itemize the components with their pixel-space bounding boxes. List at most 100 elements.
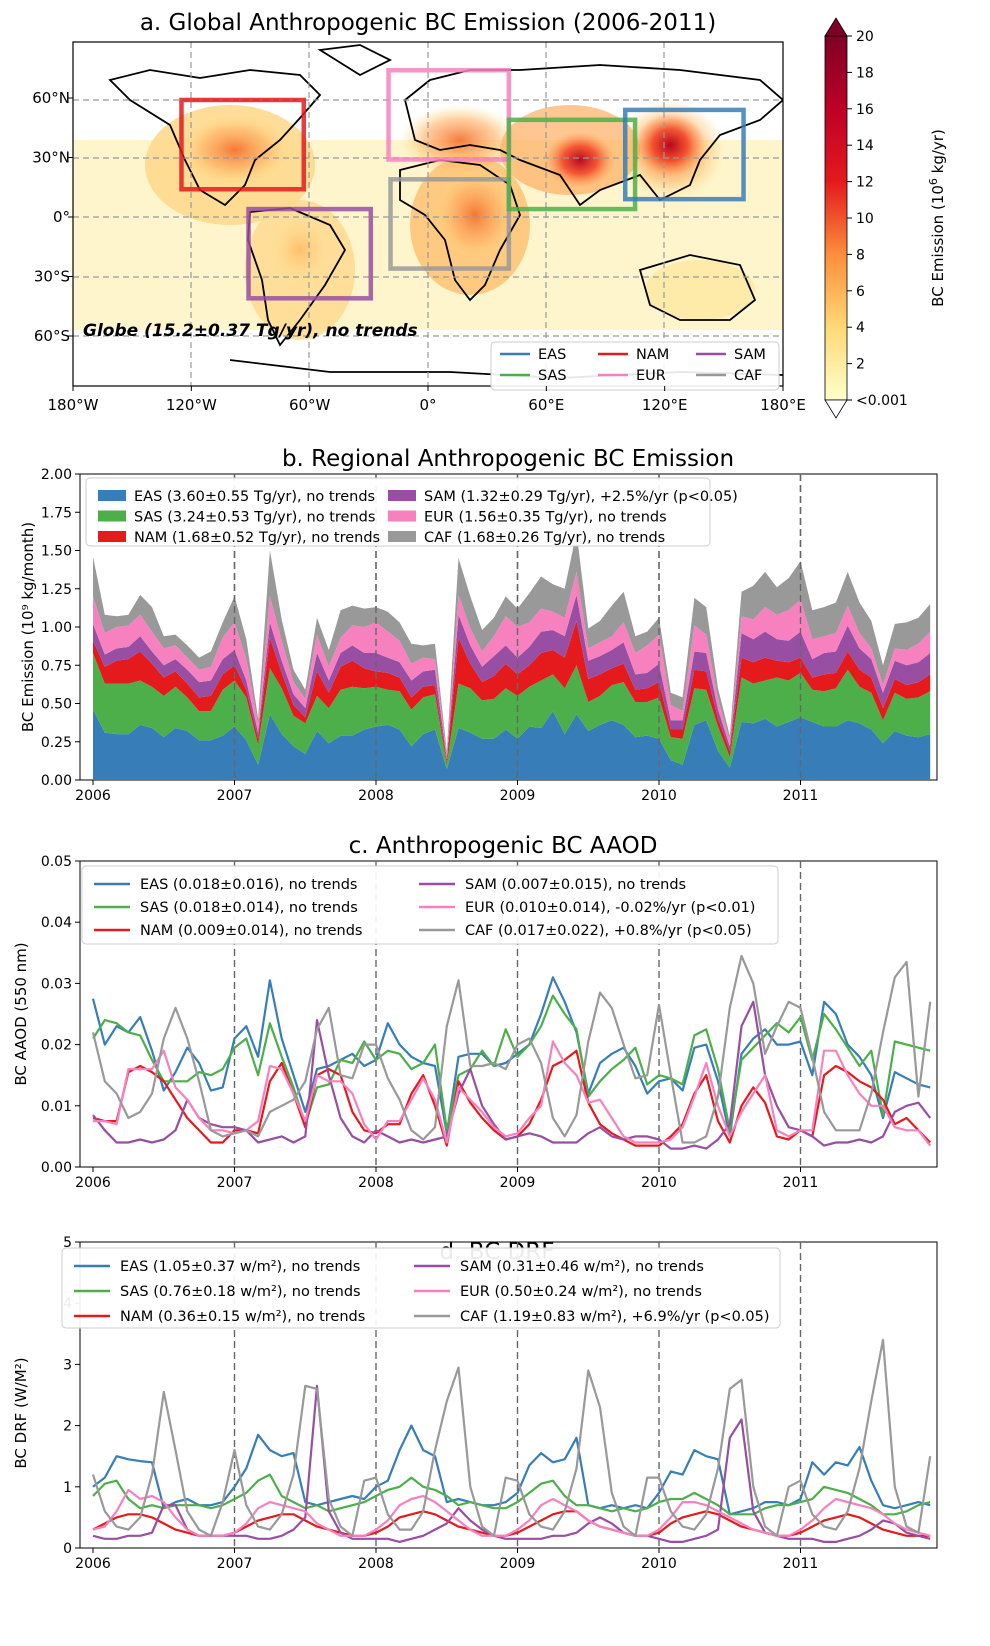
line-caf <box>91 954 932 1144</box>
ytick-label: 0.00 <box>41 1160 72 1176</box>
ytick-label: 2.00 <box>41 467 72 483</box>
map-longitude-ticks: 180°W 120°W 60°W 0° 60°E 120°E 180°E <box>48 386 806 414</box>
xtick-label: 2011 <box>783 1175 819 1191</box>
colorbar-gradient <box>824 35 848 401</box>
ytick-label: 0 <box>63 1541 72 1557</box>
colorbar-max-arrow <box>824 17 848 37</box>
legend-label-eas: EAS (1.05±0.37 w/m²), no trends <box>120 1259 360 1275</box>
colorbar-min-arrow <box>824 399 848 419</box>
legend-swatch-sas <box>98 510 126 522</box>
xtick-label: 2011 <box>783 788 819 804</box>
legend-label-eur: EUR (0.010±0.014), -0.02%/yr (p<0.01) <box>465 900 755 916</box>
ytick-label: 0.01 <box>41 1099 72 1115</box>
globe-annotation: Globe (15.2±0.37 Tg/yr), no trends <box>83 321 418 341</box>
colorbar-tick-label: 14 <box>856 138 874 154</box>
map-ytick-label: 60°S <box>34 327 70 345</box>
xtick-label: 2007 <box>217 788 253 804</box>
map-legend-label-sas: SAS <box>538 368 567 384</box>
ytick-label: 0.02 <box>41 1038 72 1054</box>
ytick-label: 0.75 <box>41 658 72 674</box>
colorbar-tick-label: 16 <box>856 102 874 118</box>
panel-b-title: b. Regional Anthropogenic BC Emission <box>282 446 734 472</box>
panel-c-title: c. Anthropogenic BC AAOD <box>349 833 658 859</box>
legend-label-caf: CAF (0.017±0.022), +0.8%/yr (p<0.05) <box>465 923 752 939</box>
ytick-label: 0.04 <box>41 915 72 931</box>
map-legend-label-sam: SAM <box>734 347 766 363</box>
panel-a-map: a. Global Anthropogenic BC Emission (200… <box>32 10 947 419</box>
colorbar-ticks: 20 18 16 14 12 10 8 6 4 2 <0.001 <box>847 29 908 409</box>
line-caf <box>91 1338 932 1537</box>
region-box-eur <box>386 67 512 162</box>
legend-box <box>61 1247 781 1329</box>
colorbar-tick-label: 4 <box>856 320 865 336</box>
line-eur <box>92 1488 931 1537</box>
legend-swatch-caf <box>388 531 416 542</box>
ytick-label: 1.75 <box>41 505 72 521</box>
panel-d-ylabel: BC DRF (W/M²) <box>12 1357 30 1468</box>
legend-label-nam: NAM (0.36±0.15 w/m²), no trends <box>120 1309 365 1325</box>
map-xtick-label: 60°W <box>289 396 331 414</box>
colorbar-tick-label: 12 <box>856 175 874 191</box>
xtick-label: 2008 <box>358 788 394 804</box>
area-sas <box>93 653 931 770</box>
line-sas <box>92 1473 931 1516</box>
xtick-label: 2009 <box>500 1556 536 1572</box>
colorbar-tick-label: 2 <box>856 357 865 373</box>
xtick-label: 2007 <box>217 1175 253 1191</box>
map-legend-label-nam: NAM <box>636 347 669 363</box>
map-legend-label-eur: EUR <box>636 368 666 384</box>
region-box-nam <box>179 97 307 192</box>
legend-label-eas: EAS (3.60±0.55 Tg/yr), no trends <box>134 489 375 505</box>
ytick-label: 1.50 <box>41 544 72 560</box>
xtick-label: 2006 <box>75 788 111 804</box>
legend-label-eas: EAS (0.018±0.016), no trends <box>140 877 357 893</box>
legend-label-caf: CAF (1.19±0.83 w/m²), +6.9%/yr (p<0.05) <box>460 1309 770 1325</box>
legend-label-eur: EUR (1.56±0.35 Tg/yr), no trends <box>424 510 667 526</box>
map-xtick-label: 0° <box>419 396 436 414</box>
panel-b-ylabel: BC Emission (10⁹ kg/month) <box>19 522 37 732</box>
legend-label-sam: SAM (0.007±0.015), no trends <box>465 877 686 893</box>
map-xtick-label: 180°E <box>760 396 806 414</box>
ytick-label: 0.50 <box>41 697 72 713</box>
line-sas <box>92 994 931 1132</box>
ytick-label: 0.00 <box>41 773 72 789</box>
xtick-label: 2008 <box>358 1556 394 1572</box>
legend-label-eur: EUR (0.50±0.24 w/m²), no trends <box>460 1284 702 1300</box>
colorbar-label: BC Emission (106 kg/yr) <box>927 129 947 307</box>
colorbar-tick-label: 20 <box>856 29 874 45</box>
panel-c-ylabel: BC AAOD (550 nm) <box>12 942 30 1085</box>
panel-d-drf-lines: d. BC DRF BC DRF (W/M²) 0123452006200720… <box>12 1235 938 1572</box>
xtick-label: 2009 <box>500 1175 536 1191</box>
map-legend: EAS NAM SAM SAS EUR CAF <box>490 341 780 391</box>
map-ytick-label: 30°S <box>34 268 70 286</box>
colorbar-tick-label: 18 <box>856 65 874 81</box>
ytick-label: 3 <box>63 1357 72 1373</box>
legend-label-sas: SAS (3.24±0.53 Tg/yr), no trends <box>134 510 375 526</box>
legend-label-nam: NAM (0.009±0.014), no trends <box>140 923 362 939</box>
xtick-label: 2010 <box>641 788 677 804</box>
area-eur <box>93 571 931 759</box>
panel-c-aaod-lines: c. Anthropogenic BC AAOD BC AAOD (550 nm… <box>12 833 938 1191</box>
legend-label-sas: SAS (0.018±0.014), no trends <box>140 900 358 916</box>
ytick-label: 0.03 <box>41 976 72 992</box>
xtick-label: 2006 <box>75 1556 111 1572</box>
ytick-label: 1.25 <box>41 582 72 598</box>
xtick-label: 2009 <box>500 788 536 804</box>
map-latitude-ticks: 60°N 30°N 0° 30°S 60°S <box>32 89 73 345</box>
map-legend-label-caf: CAF <box>734 368 762 384</box>
line-sam <box>92 1384 931 1543</box>
map-gridlines <box>73 42 783 386</box>
map-xtick-label: 180°W <box>48 396 99 414</box>
colorbar-tick-label: <0.001 <box>856 393 908 409</box>
region-box-eas <box>622 107 746 202</box>
plot-frame <box>79 1241 938 1549</box>
colorbar-tick-label: 8 <box>856 247 865 263</box>
ytick-label: 1 <box>63 1480 72 1496</box>
ytick-label: 1.00 <box>41 620 72 636</box>
emission-map-area <box>73 42 783 386</box>
legend-label-nam: NAM (1.68±0.52 Tg/yr), no trends <box>134 530 380 546</box>
map-ytick-label: 0° <box>53 208 70 226</box>
area-nam <box>93 620 931 765</box>
legend-box <box>81 865 779 945</box>
